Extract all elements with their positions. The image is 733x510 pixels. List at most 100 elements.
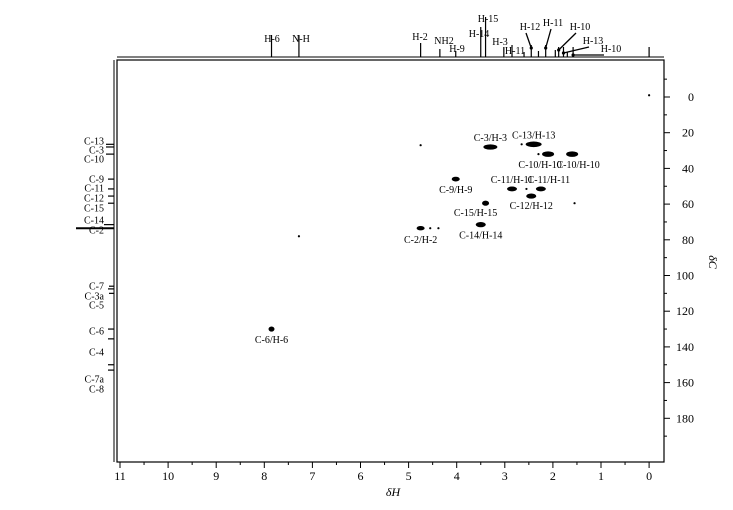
cross-peak-label: C-11/H-11 [528, 175, 571, 186]
proton-label: H-13 [583, 36, 604, 47]
carbon-label: C-9 [89, 175, 104, 186]
y-tick-label: 20 [682, 126, 694, 140]
carbon-label: C-6 [89, 327, 104, 338]
y-tick-label: 80 [682, 233, 694, 247]
pointer-arrow-head [571, 53, 575, 57]
x-tick-label: 2 [550, 469, 556, 483]
carbon-spectrum-left: C-13C-3C-10 C-9C-11C-12C-15C-14C-2 C-7C-3a… [76, 60, 115, 462]
artifact-dot [520, 143, 523, 146]
cross-peak-label: C-6/H-6 [255, 335, 288, 346]
artifact-dot [537, 153, 540, 156]
cross-peak-label: C-2/H-2 [404, 235, 437, 246]
minor-artifact-peaks [297, 94, 651, 238]
carbon-label: C-15 [84, 204, 104, 215]
cross-peak-label: C-10/H-10 [556, 160, 599, 171]
carbon-label: C-7 [89, 282, 104, 293]
y-axis-label: δC [706, 255, 720, 270]
pointer-arrow-head [544, 46, 548, 50]
x-tick-label: 7 [309, 469, 315, 483]
x-tick-label: 10 [162, 469, 174, 483]
proton-label: H-6 [264, 34, 280, 45]
carbon-labels: C-13C-3C-10 C-9C-11C-12C-15C-14C-2 C-7C-3a… [84, 137, 105, 396]
carbon-peaks [76, 143, 114, 371]
pointer-arrow [545, 28, 552, 49]
proton-label: H-10 [570, 22, 591, 33]
x-tick-label: 4 [454, 469, 460, 483]
plot-frame [116, 59, 665, 463]
artifact-dot [525, 187, 528, 191]
carbon-label: C-8 [89, 385, 104, 396]
y-tick-label: 40 [682, 161, 694, 175]
carbon-label: C-2 [89, 226, 104, 237]
x-tick-label: 8 [261, 469, 267, 483]
artifact-dot [648, 94, 651, 97]
cross-peak [482, 200, 490, 206]
x-tick-label: 0 [646, 469, 652, 483]
proton-label: H-10 [601, 44, 622, 55]
cross-peak-label: C-12/H-12 [510, 201, 553, 212]
artifact-dot [437, 227, 440, 230]
cross-peak [475, 222, 486, 228]
plot-area: 11 10 9 8 7 6 5 4 3 2 1 0 020406080100120140160180 … [114, 59, 694, 483]
proton-label: H-2 [412, 32, 428, 43]
x-axis-label: δH [386, 485, 402, 499]
carbon-label: C-4 [89, 348, 104, 359]
proton-label: H-14 [469, 29, 490, 40]
cross-peak [416, 225, 425, 231]
proton-label: N-H [292, 34, 310, 45]
artifact-dot [419, 144, 422, 147]
x-tick-label: 9 [213, 469, 219, 483]
artifact-dot [297, 235, 301, 238]
proton-label: H-12 [520, 22, 541, 33]
cross-peak [526, 193, 537, 199]
cross-peak [483, 144, 498, 150]
y-tick-label: 60 [682, 197, 694, 211]
y-tick-label: 100 [676, 269, 694, 283]
cross-peak [525, 141, 542, 148]
cross-peak-label: C-3/H-3 [474, 133, 507, 144]
cross-peaks: C-3/H-3 C-13/H-13 C-10/H-10C-10/H-10 C-9/H-… [255, 130, 600, 346]
pointer-arrow-head [561, 51, 566, 55]
y-axis: 0 20 40 60 80 100 120 140 160 180 [664, 78, 694, 437]
cross-peak [542, 151, 555, 157]
x-tick-label: 6 [358, 469, 364, 483]
pointer-arrow [525, 32, 532, 49]
carbon-label: C-14 [84, 216, 104, 227]
cross-peak [268, 326, 275, 332]
cross-peak-label: C-11/H-11 [491, 175, 534, 186]
cross-peak [507, 186, 518, 192]
carbon-label: C-5 [89, 301, 104, 312]
proton-label: NH2 [434, 36, 453, 47]
carbon-label: C-10 [84, 155, 104, 166]
x-tick-label: 5 [406, 469, 412, 483]
proton-label: H-11 [505, 46, 525, 57]
proton-label: H-15 [478, 14, 499, 25]
pointer-arrow [558, 32, 577, 51]
y-tick-label: 180 [676, 411, 694, 425]
cross-peak-label: C-13/H-13 [512, 130, 555, 141]
cross-peak-label: C-15/H-15 [454, 208, 497, 219]
artifact-dot [573, 202, 576, 205]
carbon-label: C-12 [84, 194, 104, 205]
cross-peak-label: C-9/H-9 [439, 185, 472, 196]
y-tick-label: 0 [688, 90, 694, 104]
cross-peak [566, 151, 579, 157]
y-tick-label: 140 [676, 340, 694, 354]
y-tick-label: 160 [676, 376, 694, 390]
x-tick-label: 3 [502, 469, 508, 483]
proton-label: H-3 [492, 37, 508, 48]
carbon-label: C-3 [89, 146, 104, 157]
x-tick-label: 1 [598, 469, 604, 483]
pointer-arrow [563, 46, 590, 54]
pointer-arrow-head [557, 48, 561, 52]
carbon-label: C-13 [84, 137, 104, 148]
x-axis: 11 10 9 8 7 6 5 4 3 2 1 0 [114, 462, 652, 483]
proton-label: H-9 [449, 44, 465, 55]
carbon-label: C-7a [85, 375, 105, 386]
y-tick-label: 120 [676, 304, 694, 318]
proton-label: H-11 [543, 18, 563, 29]
cross-peak [535, 186, 546, 192]
